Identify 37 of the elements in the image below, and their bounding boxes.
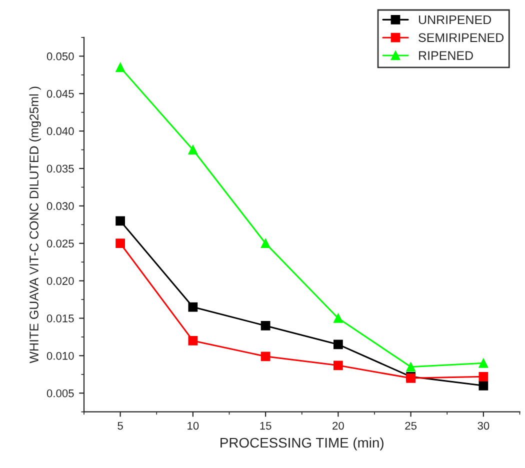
x-tick-label: 15 <box>260 422 272 430</box>
point <box>478 358 488 368</box>
legend-label: RIPENED <box>419 51 473 60</box>
x-tick-label: 20 <box>332 422 344 430</box>
point <box>334 360 343 370</box>
point <box>406 362 416 372</box>
y-tick-label: 0.015 <box>46 314 74 322</box>
y-axis-title: WHITE GUAVA VIT-C CONC DILUTED (mg25ml ) <box>29 86 41 364</box>
point <box>334 340 343 350</box>
x-axis-title: PROCESSING TIME (min) <box>220 437 384 450</box>
point <box>116 216 125 226</box>
y-tick-label: 0.010 <box>46 352 74 360</box>
point <box>478 372 488 382</box>
x-tick-label: 10 <box>188 422 199 430</box>
x-tick-label: 25 <box>405 422 417 430</box>
x-tick-label: 5 <box>118 422 123 430</box>
point <box>260 352 270 362</box>
y-tick-label: 0.030 <box>46 202 74 210</box>
point <box>188 145 198 154</box>
y-tick-label: 0.005 <box>46 389 74 398</box>
y-tick-label: 0.035 <box>46 164 74 173</box>
legend-label: SEMIRIPENED <box>418 33 504 42</box>
point <box>478 380 488 390</box>
y-tick-label: 0.045 <box>46 90 74 98</box>
point <box>260 321 270 330</box>
point <box>188 302 198 312</box>
point <box>116 62 125 72</box>
y-tick-label: 0.050 <box>46 52 74 60</box>
y-tick-label: 0.040 <box>46 127 74 136</box>
y-tick-label: 0.025 <box>46 240 74 248</box>
point <box>260 238 270 248</box>
point <box>188 336 198 346</box>
x-tick-label: 30 <box>478 422 490 430</box>
legend-label: UNRIPENED <box>418 15 492 24</box>
point <box>334 314 343 323</box>
point <box>116 238 125 248</box>
y-tick-label: 0.020 <box>46 277 74 285</box>
